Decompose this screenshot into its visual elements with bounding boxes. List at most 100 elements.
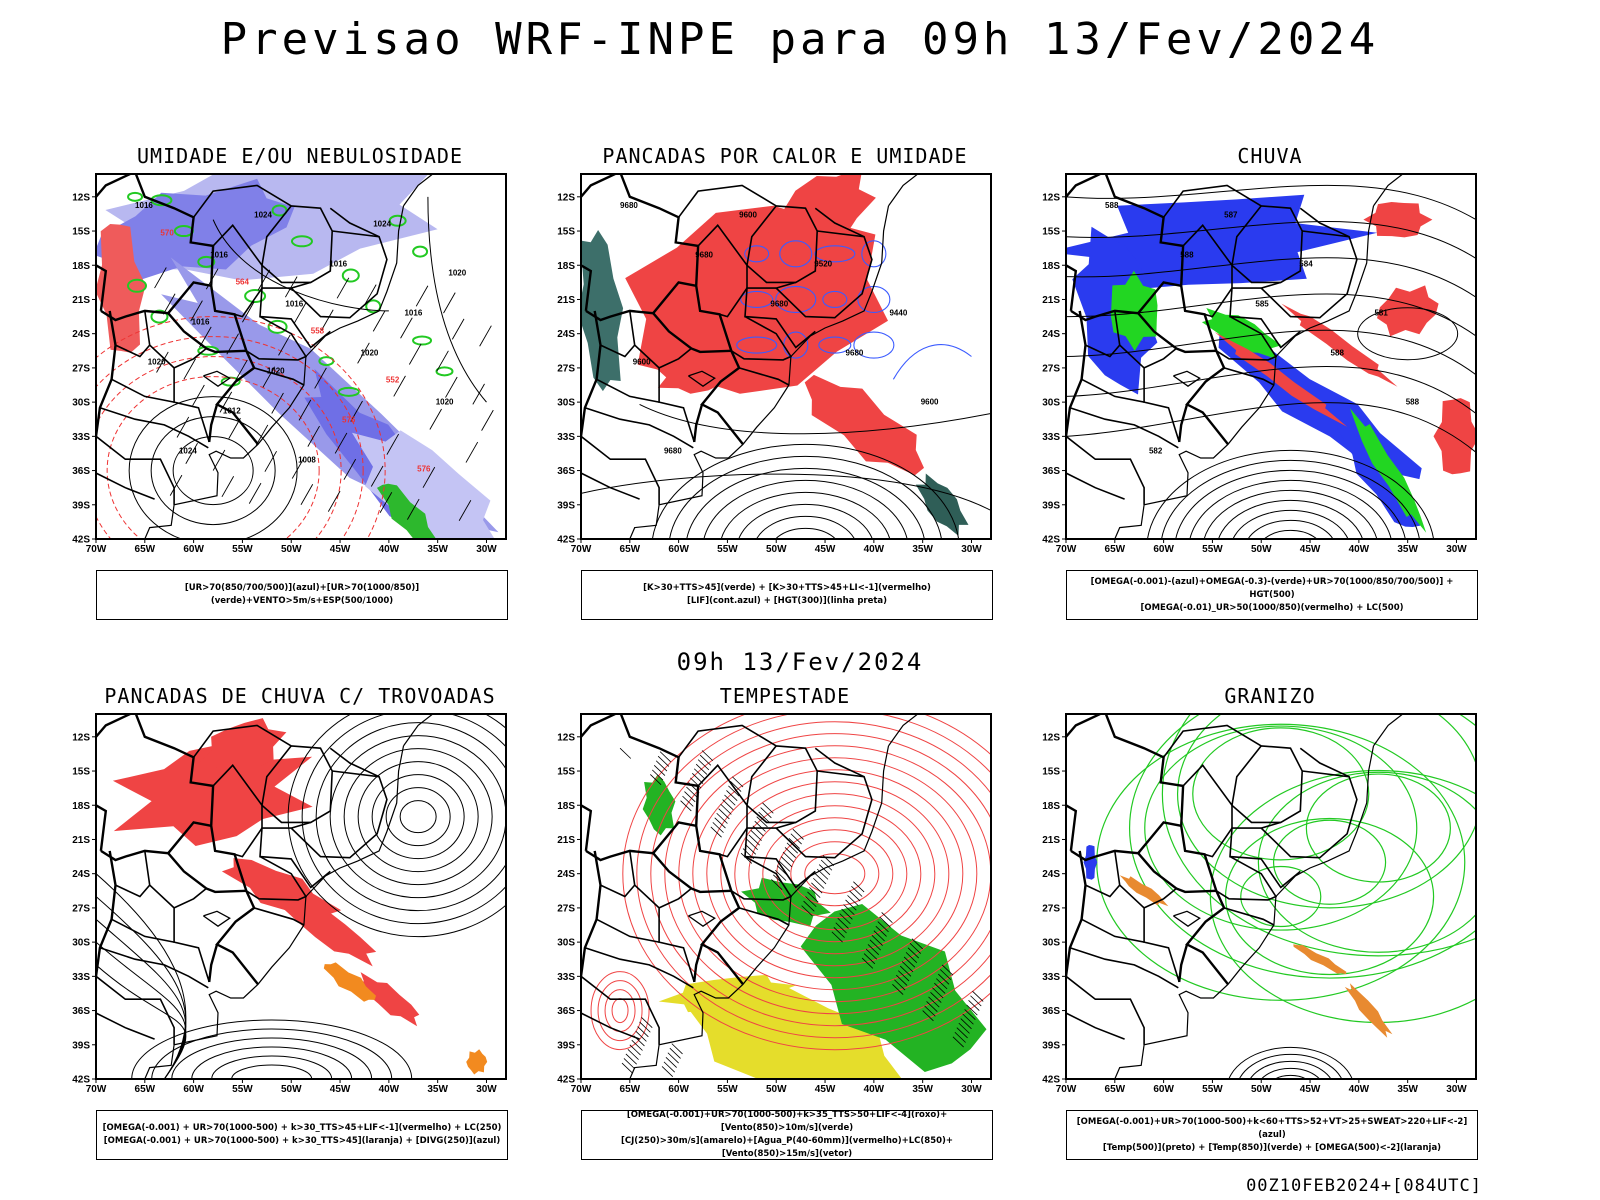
lat-tick-label: 24S [72,329,90,340]
contour-label: 1008 [298,456,316,465]
humidity-area [96,178,295,284]
wind-vector [748,834,760,846]
lat-tick-label: 21S [557,835,575,846]
lon-tick-label: 50W [1251,1084,1272,1095]
country-border [581,714,744,986]
wind-vector [780,856,793,868]
wind-vector [621,1062,634,1074]
wind-vector [839,913,851,925]
height-contour [703,479,908,539]
humidity-contour-green [267,319,288,334]
wind-vector [481,409,494,431]
state-border [738,367,790,386]
state-border [677,724,777,758]
thunder-area-red [198,718,287,779]
wind-vector [851,885,863,897]
height-contour [669,455,943,539]
country-border [581,804,593,852]
streamline [1066,257,1476,298]
run-info-label: 00Z10FEB2024+[084UTC] [1246,1176,1482,1196]
wind-vector [699,754,712,766]
lon-tick-label: 65W [135,1084,156,1095]
wind-vector [257,269,271,291]
wind-vector [156,351,169,373]
map-frame [1065,713,1477,1080]
lat-tick-label: 36S [72,466,90,477]
wind-vector [651,769,664,781]
panel-tempestade: TEMPESTADE 12S 15S 18S 21S 24S 27S 30S 33S 36S 39… [535,684,1035,1164]
lat-tick-label: 18S [1042,801,1060,812]
coastline [629,205,890,539]
state-border [1066,435,1145,505]
omega-area-orange [1344,983,1393,1038]
humidity-contour-green [388,214,407,227]
water-contour [590,971,650,1051]
wind-vector [629,1044,641,1056]
lat-tick-label: 39S [72,1040,90,1051]
streamline [1066,329,1476,376]
state-border [289,770,388,859]
wind-vector [818,864,831,876]
lon-tick-label: 60W [183,1084,204,1095]
state-border [1066,975,1145,1045]
streamline [301,714,506,925]
state-border [1066,1012,1125,1040]
state-border [814,747,865,778]
wind-vector [782,851,795,863]
map-frame [580,713,992,1080]
lat-tick-label: 30S [557,938,575,949]
height-contour [1232,509,1349,539]
wind-vector [941,964,954,976]
wind-vector [400,317,413,339]
contour-label: 558 [311,327,325,336]
wind-vector [720,803,732,815]
state-border [253,907,305,926]
streamline [357,761,479,873]
wind-vector [300,484,314,506]
contour-label: 9440 [889,308,907,317]
humidity-contour-green [365,299,382,314]
legend-line: [OMEGA(-0.001)-(azul)+OMEGA(-0.3)-(verde… [1090,576,1454,600]
omega-area-blue [1066,194,1378,291]
streamline [287,714,506,938]
contour-label: 1016 [210,250,228,259]
thunder-area-orange [466,1049,488,1075]
wind-vector [684,791,696,803]
panel-title: CHUVA [1237,144,1303,168]
legend-umidade: [UR>70(850/700/500)](azul)+[UR>70(1000/8… [96,570,508,620]
humidity-contour-green [412,335,433,346]
contour-label: 9680 [846,348,864,357]
lon-tick-label: 35W [912,544,933,555]
omega-area-orange [1293,944,1347,975]
lifted-index-contour [853,331,895,359]
lon-tick-label: 60W [1153,544,1174,555]
lon-tick-label: 55W [717,544,738,555]
state-border [261,205,334,284]
lon-tick-label: 55W [1202,544,1223,555]
contour-label: 581 [1374,308,1388,317]
rain-area-red [1377,285,1439,337]
wind-vector [623,1058,635,1070]
lon-tick-label: 65W [620,1084,641,1095]
temp500-contour [1238,1053,1343,1079]
wind-vector [930,992,942,1003]
wind-vector [907,947,920,959]
water-contour [790,841,880,907]
wind-vector [264,450,277,472]
lon-tick-label: 45W [1300,544,1321,555]
streamline [343,748,493,886]
wind-vector [386,433,400,455]
wind-vector [939,969,952,981]
map-frame [95,713,507,1080]
state-border [596,378,660,403]
state-border [697,224,748,318]
state-border [814,207,865,238]
lat-tick-label: 36S [1042,466,1060,477]
streamline [385,787,451,847]
lon-tick-label: 50W [281,544,302,555]
legend-line: [OMEGA(-0.001)+UR>70(1000-500)+k>35_TTS>… [626,1110,948,1133]
lat-tick-label: 39S [557,500,575,511]
state-border [192,184,292,218]
wind-vector [176,416,190,438]
wind-vector [892,984,904,995]
